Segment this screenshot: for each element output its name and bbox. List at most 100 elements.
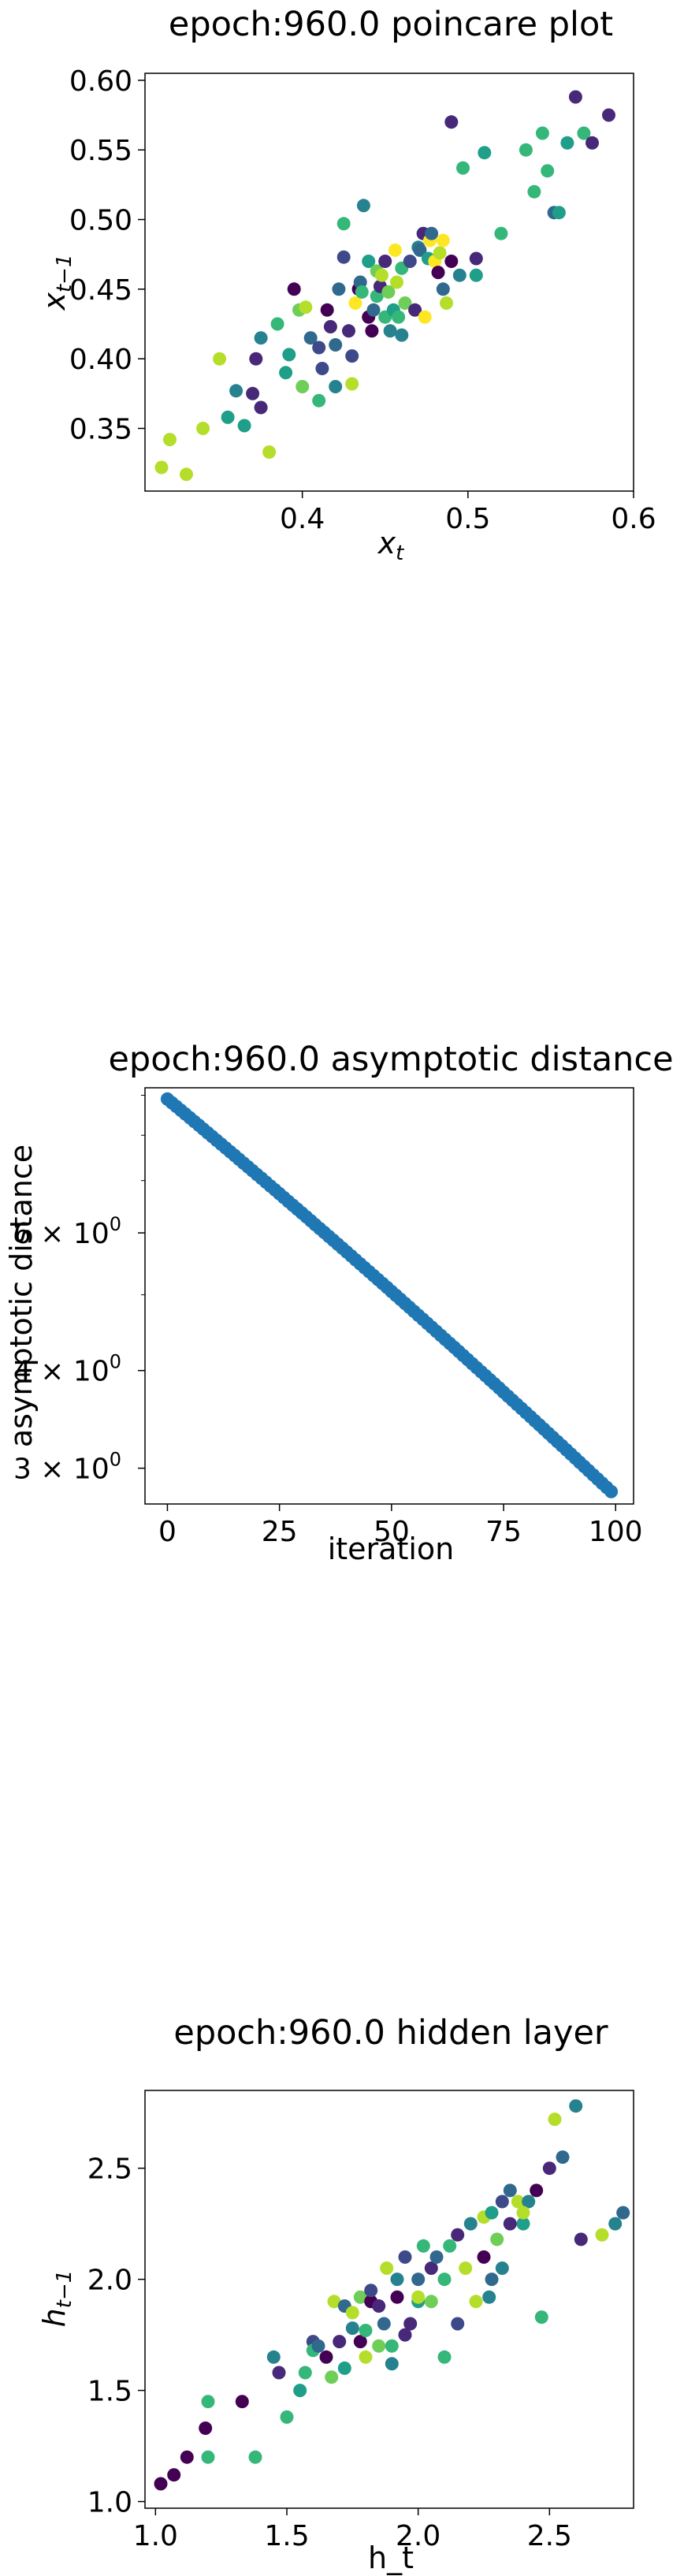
poincare-point-91	[602, 109, 615, 122]
hidden-layer-point-11	[293, 2384, 307, 2397]
poincare-point-78	[470, 269, 483, 282]
poincare-point-80	[494, 227, 507, 240]
hidden-layer-point-9	[273, 2366, 286, 2380]
poincare-point-83	[536, 127, 549, 140]
poincare-point-3	[196, 422, 210, 435]
hidden-layer-point-5	[202, 2451, 215, 2464]
poincare-point-15	[282, 348, 296, 361]
poincare-x-label: xt	[377, 526, 405, 565]
hidden-layer-x-tick-label-1: 1.5	[264, 2520, 309, 2552]
poincare-point-8	[246, 387, 259, 400]
asymptotic-chart: epoch:960.0 asymptotic distance 0 25 50 75 1…	[4, 1040, 674, 1566]
hidden-layer-point-70	[548, 2113, 562, 2126]
poincare-x-ticks: 0.4 0.5 0.6	[280, 491, 656, 535]
hidden-layer-point-15	[312, 2340, 325, 2353]
poincare-title: epoch:960.0 poincare plot	[169, 5, 613, 44]
hidden-layer-x-label: h_t	[368, 2541, 414, 2575]
poincare-y-tick-label-3: 0.50	[69, 205, 132, 237]
hidden-layer-point-0	[154, 2477, 168, 2491]
asymptotic-x-tick-label-4: 100	[589, 1516, 643, 1548]
poincare-point-6	[229, 384, 243, 397]
poincare-point-54	[392, 311, 405, 324]
poincare-point-46	[375, 269, 388, 282]
hidden-layer-point-32	[377, 2317, 391, 2331]
hidden-layer-point-8	[267, 2351, 281, 2364]
poincare-point-42	[367, 303, 381, 317]
poincare-point-21	[312, 394, 325, 408]
hidden-layer-point-71	[556, 2150, 570, 2164]
hidden-layer-point-56	[478, 2250, 491, 2264]
asymptotic-x-tick-label-3: 75	[485, 1516, 522, 1548]
hidden-layer-point-35	[385, 2340, 399, 2353]
hidden-layer-point-62	[496, 2261, 509, 2275]
hidden-layer-point-54	[464, 2217, 478, 2231]
poincare-point-87	[560, 136, 574, 150]
hidden-layer-point-12	[299, 2366, 312, 2380]
asymptotic-y-tick-label-0: 3 × 100	[13, 1449, 121, 1486]
poincare-point-82	[527, 185, 541, 199]
poincare-point-11	[255, 331, 268, 344]
poincare-point-32	[345, 349, 359, 363]
asymptotic-title: epoch:960.0 asymptotic distance	[108, 1040, 673, 1079]
poincare-point-68	[432, 266, 445, 279]
hidden-layer-title: epoch:960.0 hidden layer	[173, 2013, 608, 2053]
hidden-layer-x-tick-label-3: 2.5	[527, 2520, 572, 2552]
poincare-x-tick-label-1: 0.5	[445, 503, 490, 535]
hidden-layer-point-27	[359, 2351, 373, 2364]
poincare-point-41	[365, 324, 378, 337]
asymptotic-x-label: iteration	[328, 1532, 455, 1566]
hidden-layer-point-4	[202, 2395, 215, 2408]
poincare-point-18	[296, 380, 309, 393]
poincare-point-69	[433, 246, 447, 259]
poincare-point-33	[345, 378, 359, 391]
poincare-point-14	[279, 366, 292, 379]
poincare-point-0	[155, 461, 169, 475]
hidden-layer-point-3	[199, 2422, 212, 2435]
hidden-layer-point-26	[359, 2324, 373, 2337]
hidden-layer-point-73	[574, 2232, 588, 2246]
poincare-point-26	[329, 338, 342, 352]
hidden-layer-point-10	[281, 2410, 294, 2424]
poincare-point-27	[329, 380, 342, 393]
poincare-x-tick-label-0: 0.4	[280, 503, 325, 535]
hidden-layer-point-77	[517, 2206, 530, 2220]
poincare-point-38	[357, 199, 370, 212]
poincare-point-90	[585, 136, 599, 150]
poincare-point-77	[470, 252, 483, 266]
hidden-layer-y-tick-label-2: 2.0	[87, 2265, 132, 2297]
hidden-layer-point-17	[325, 2370, 338, 2384]
hidden-layer-point-69	[543, 2161, 556, 2175]
poincare-point-16	[288, 282, 301, 296]
hidden-layer-point-6	[236, 2395, 249, 2408]
hidden-layer-point-49	[438, 2351, 452, 2364]
hidden-layer-point-74	[596, 2228, 609, 2242]
poincare-point-53	[390, 276, 403, 289]
hidden-layer-point-31	[372, 2299, 385, 2313]
hidden-layer-point-29	[364, 2284, 377, 2297]
poincare-point-34	[348, 296, 362, 310]
poincare-point-52	[388, 244, 402, 257]
poincare-axes-frame	[145, 73, 634, 491]
hidden-layer-point-59	[485, 2206, 499, 2220]
poincare-point-81	[519, 143, 533, 157]
poincare-point-13	[271, 318, 284, 331]
hidden-layer-point-46	[425, 2295, 438, 2308]
hidden-layer-point-19	[333, 2335, 346, 2348]
poincare-point-79	[478, 146, 491, 159]
poincare-point-5	[221, 411, 235, 424]
hidden-layer-point-55	[470, 2295, 483, 2308]
poincare-point-72	[440, 296, 453, 310]
hidden-layer-point-79	[485, 2273, 499, 2286]
hidden-layer-point-30	[372, 2340, 385, 2353]
hidden-layer-point-40	[403, 2317, 417, 2331]
hidden-layer-point-72	[569, 2099, 582, 2113]
poincare-point-31	[342, 324, 355, 337]
hidden-layer-point-37	[391, 2291, 404, 2304]
poincare-point-84	[541, 164, 554, 177]
poincare-point-25	[324, 320, 337, 333]
poincare-point-29	[337, 251, 351, 264]
hidden-layer-point-42	[411, 2273, 425, 2286]
hidden-layer-point-58	[482, 2291, 496, 2304]
poincare-point-48	[378, 255, 392, 268]
